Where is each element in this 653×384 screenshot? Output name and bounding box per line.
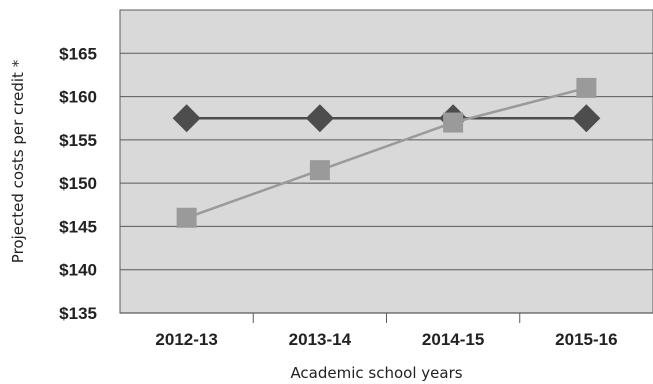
- x-tick-label: 2014-15: [422, 330, 484, 349]
- x-axis-title: Academic school years: [290, 364, 462, 382]
- plot-area: [119, 9, 653, 314]
- y-axis-title: Projected costs per credit *: [9, 59, 27, 263]
- x-tick-label: 2015-16: [555, 330, 617, 349]
- x-tick-label: 2012-13: [155, 330, 217, 349]
- x-tick-label: 2013-14: [289, 330, 352, 349]
- series-2-point: [176, 207, 197, 228]
- y-axis-tick-labels: $135 $140 $145 $150 $155 $160 $165: [59, 44, 97, 323]
- y-tick-label: $160: [59, 88, 97, 107]
- x-axis-tick-labels: 2012-13 2013-14 2014-15 2015-16: [155, 330, 617, 349]
- series-1-point: [305, 104, 334, 133]
- y-tick-label: $155: [59, 131, 97, 150]
- series-2-point: [309, 160, 330, 181]
- y-tick-label: $140: [59, 261, 97, 280]
- series-1-point: [172, 104, 201, 133]
- series-1-point: [572, 104, 601, 133]
- y-tick-label: $135: [59, 304, 97, 323]
- series-2-point: [443, 112, 464, 133]
- y-tick-label: $150: [59, 174, 97, 193]
- y-tick-label: $165: [59, 44, 97, 63]
- y-tick-label: $145: [59, 217, 97, 236]
- series-2-point: [576, 77, 597, 98]
- series-group: [172, 77, 601, 228]
- series-2-line: [186, 86, 587, 219]
- x-axis-ticks: [252, 313, 521, 323]
